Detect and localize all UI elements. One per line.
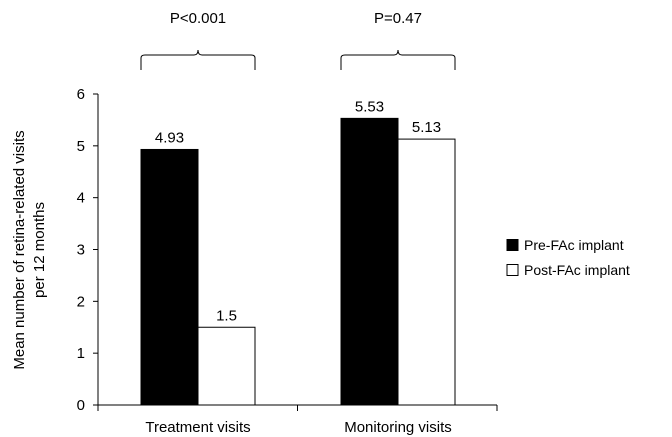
legend-label: Pre-FAc implant (524, 237, 624, 253)
legend-swatch-post (506, 264, 519, 276)
y-tick-label: 5 (77, 138, 85, 155)
y-axis-title: Mean number of retina-related visits per… (11, 130, 48, 369)
y-tick-label: 1 (77, 345, 85, 362)
y-tick-label: 0 (77, 397, 85, 414)
data-label: 4.93 (155, 129, 184, 146)
bar-post-treatment (197, 326, 256, 406)
y-axis-label-line-2: per 12 months (31, 202, 48, 298)
data-label: 5.13 (412, 119, 441, 136)
p-value-label: P<0.001 (170, 10, 226, 27)
bar-pre-monitoring (340, 117, 399, 406)
significance-bracket (340, 49, 456, 70)
y-tick-label: 2 (77, 293, 85, 310)
bar-pre-treatment (140, 148, 199, 406)
bar-post-monitoring (397, 138, 456, 406)
legend-swatch-pre (506, 239, 519, 251)
y-tick-label: 3 (77, 242, 85, 259)
legend-label: Post-FAc implant (524, 262, 630, 278)
p-value-label: P=0.47 (374, 10, 422, 27)
plot-area: 0 1 2 3 4 5 6 4.93 1.5 Treatment visits 5.53 5.13 Mo… (77, 10, 498, 436)
significance-bracket (140, 49, 256, 70)
y-axis-label-line-1: Mean number of retina-related visits (11, 130, 28, 369)
y-tick-label: 4 (77, 190, 85, 207)
data-label: 1.5 (216, 307, 237, 324)
x-category-label: Monitoring visits (344, 419, 452, 436)
y-tick-label: 6 (77, 86, 85, 103)
legend: Pre-FAc implant Post-FAc implant (506, 237, 630, 278)
x-category-label: Treatment visits (145, 419, 250, 436)
data-label: 5.53 (355, 98, 384, 115)
